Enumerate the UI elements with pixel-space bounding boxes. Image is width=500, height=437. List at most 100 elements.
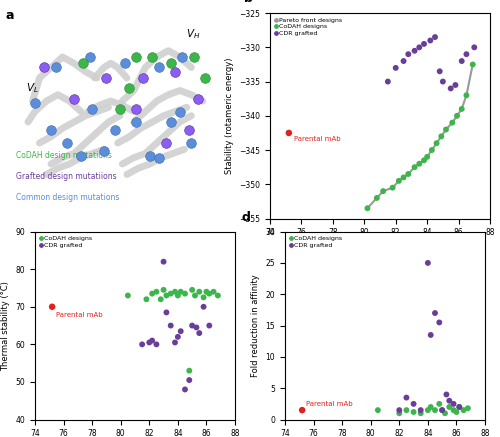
Point <box>206 290 214 297</box>
Point <box>171 339 179 346</box>
Point <box>298 406 306 413</box>
Point <box>410 409 418 416</box>
Point <box>452 409 460 416</box>
Point <box>446 85 454 92</box>
Point <box>436 319 444 326</box>
Y-axis label: Thermal stability (°C): Thermal stability (°C) <box>1 281 10 371</box>
Point <box>152 288 160 295</box>
Point <box>442 391 450 398</box>
Point <box>162 309 170 316</box>
Point <box>202 288 210 295</box>
Point <box>364 205 372 212</box>
Point <box>442 126 450 133</box>
Point <box>196 329 203 336</box>
Point <box>439 78 447 85</box>
Point <box>426 403 434 410</box>
Legend: CoDAH designs, CDR grafted: CoDAH designs, CDR grafted <box>38 235 94 249</box>
Point <box>160 258 168 265</box>
Text: Common design mutations: Common design mutations <box>16 193 120 202</box>
Point <box>402 406 410 413</box>
Y-axis label: Fold reduction in affinity: Fold reduction in affinity <box>251 274 260 377</box>
Point <box>402 394 410 401</box>
Text: Parental mAb: Parental mAb <box>294 136 340 142</box>
Point <box>188 322 196 329</box>
Point <box>124 292 132 299</box>
Point <box>404 51 412 58</box>
Point <box>142 296 150 303</box>
Point <box>166 322 174 329</box>
Point <box>181 386 189 393</box>
Text: $V_L$: $V_L$ <box>26 82 39 95</box>
Point <box>200 303 207 310</box>
Text: $V_H$: $V_H$ <box>186 27 201 41</box>
Point <box>448 119 456 126</box>
Point <box>174 292 182 299</box>
Point <box>410 164 418 171</box>
Point <box>446 403 454 410</box>
Point <box>410 400 418 407</box>
Point <box>388 184 396 191</box>
Point <box>456 403 464 410</box>
Point <box>450 406 458 413</box>
Point <box>400 174 407 181</box>
Point <box>424 260 432 267</box>
Text: Parental mAb: Parental mAb <box>306 401 353 407</box>
Point <box>392 64 400 71</box>
Point <box>420 40 428 47</box>
Point <box>48 303 56 310</box>
Point <box>186 377 194 384</box>
Point <box>416 160 424 167</box>
Y-axis label: Stability (rotameric energy): Stability (rotameric energy) <box>224 58 234 174</box>
Point <box>436 68 444 75</box>
Point <box>396 406 404 413</box>
Point <box>458 105 466 112</box>
Point <box>379 187 387 194</box>
Point <box>458 58 466 65</box>
Text: d: d <box>241 211 250 224</box>
Point <box>171 288 179 295</box>
Point <box>426 37 434 44</box>
Point <box>384 78 392 85</box>
Text: CoDAH design mutations: CoDAH design mutations <box>16 151 112 160</box>
Point <box>188 286 196 293</box>
Text: Parental mAb: Parental mAb <box>56 312 103 319</box>
Point <box>431 406 439 413</box>
Point <box>470 44 478 51</box>
Point <box>146 339 154 346</box>
Point <box>176 328 184 335</box>
Point <box>423 153 431 160</box>
Point <box>210 288 218 295</box>
Legend: Pareto front designs, CoDAH designs, CDR grafted: Pareto front designs, CoDAH designs, CDR… <box>273 16 344 37</box>
Point <box>416 44 424 51</box>
Point <box>148 337 156 344</box>
Point <box>200 294 207 301</box>
Point <box>176 288 184 295</box>
Point <box>441 410 449 417</box>
Point <box>152 341 160 348</box>
Point <box>138 341 146 348</box>
Point <box>186 367 194 374</box>
Point <box>438 406 446 413</box>
Point <box>156 296 164 303</box>
Point <box>446 397 454 404</box>
Point <box>196 288 203 295</box>
Point <box>181 290 189 297</box>
Point <box>431 34 439 41</box>
Point <box>373 194 381 201</box>
Point <box>450 400 458 407</box>
Point <box>214 292 222 299</box>
Point <box>453 112 461 119</box>
Text: b: b <box>244 0 252 5</box>
Text: a: a <box>5 9 14 22</box>
Point <box>456 403 464 410</box>
Point <box>420 157 428 164</box>
Point <box>416 406 424 413</box>
Point <box>428 146 436 153</box>
Point <box>468 61 476 68</box>
Point <box>452 81 460 88</box>
Point <box>166 290 174 297</box>
Point <box>438 406 446 413</box>
Point <box>462 51 470 58</box>
Point <box>374 406 382 413</box>
Point <box>148 290 156 297</box>
